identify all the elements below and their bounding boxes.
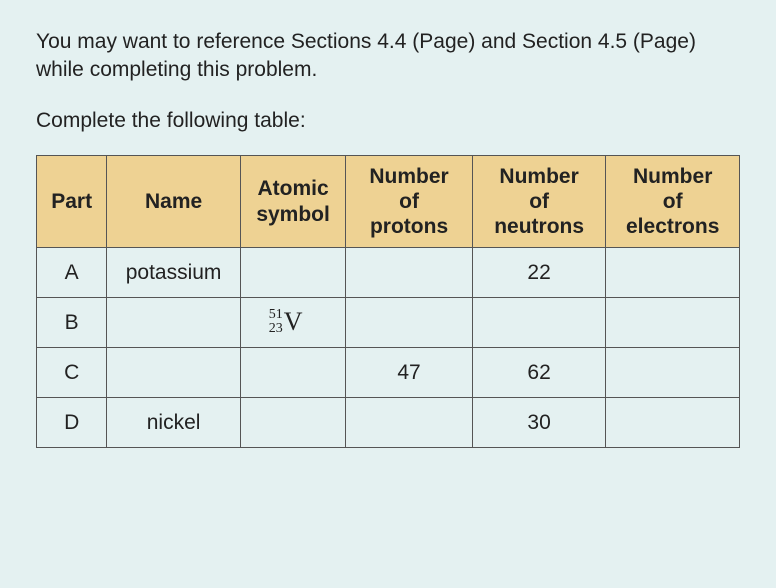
intro-text: You may want to reference Sections 4.4 (… [36,28,740,85]
col-header-symbol: Atomic symbol [240,156,345,248]
cell-name: nickel [107,398,241,448]
isotope-symbol: 51 23 V [284,309,303,336]
col-header-neutrons-line3: neutrons [494,215,584,238]
cell-electrons [606,348,740,398]
col-header-symbol-line1: Atomic [257,177,328,200]
cell-electrons [606,248,740,298]
cell-neutrons: 22 [472,248,606,298]
col-header-electrons-line2: of [663,190,683,213]
col-header-electrons-line1: Number [633,165,712,188]
prompt-text: Complete the following table: [36,107,740,135]
col-header-neutrons: Number of neutrons [472,156,606,248]
col-header-protons-line2: of [399,190,419,213]
col-header-protons: Number of protons [346,156,473,248]
isotope-table: Part Name Atomic symbol Number of proton… [36,155,740,448]
col-header-electrons: Number of electrons [606,156,740,248]
col-header-name: Name [107,156,241,248]
col-header-symbol-line2: symbol [256,203,330,226]
cell-neutrons: 62 [472,348,606,398]
cell-name: potassium [107,248,241,298]
col-header-protons-line1: Number [369,165,448,188]
isotope-atomic-number: 23 [269,321,284,337]
cell-part: D [37,398,107,448]
cell-electrons [606,298,740,348]
table-row: A potassium 22 [37,248,740,298]
isotope-element: V [284,307,303,336]
cell-name [107,298,241,348]
table-header-row: Part Name Atomic symbol Number of proton… [37,156,740,248]
cell-symbol [240,348,345,398]
table-row: B 51 23 V [37,298,740,348]
cell-symbol: 51 23 V [240,298,345,348]
cell-electrons [606,398,740,448]
cell-protons [346,248,473,298]
cell-protons [346,398,473,448]
cell-neutrons [472,298,606,348]
cell-part: A [37,248,107,298]
cell-symbol [240,248,345,298]
cell-part: C [37,348,107,398]
col-header-neutrons-line1: Number [499,165,578,188]
cell-protons: 47 [346,348,473,398]
cell-symbol [240,398,345,448]
table-row: C 47 62 [37,348,740,398]
col-header-neutrons-line2: of [529,190,549,213]
cell-protons [346,298,473,348]
col-header-part: Part [37,156,107,248]
cell-name [107,348,241,398]
cell-part: B [37,298,107,348]
cell-neutrons: 30 [472,398,606,448]
col-header-protons-line3: protons [370,215,448,238]
col-header-electrons-line3: electrons [626,215,719,238]
table-row: D nickel 30 [37,398,740,448]
